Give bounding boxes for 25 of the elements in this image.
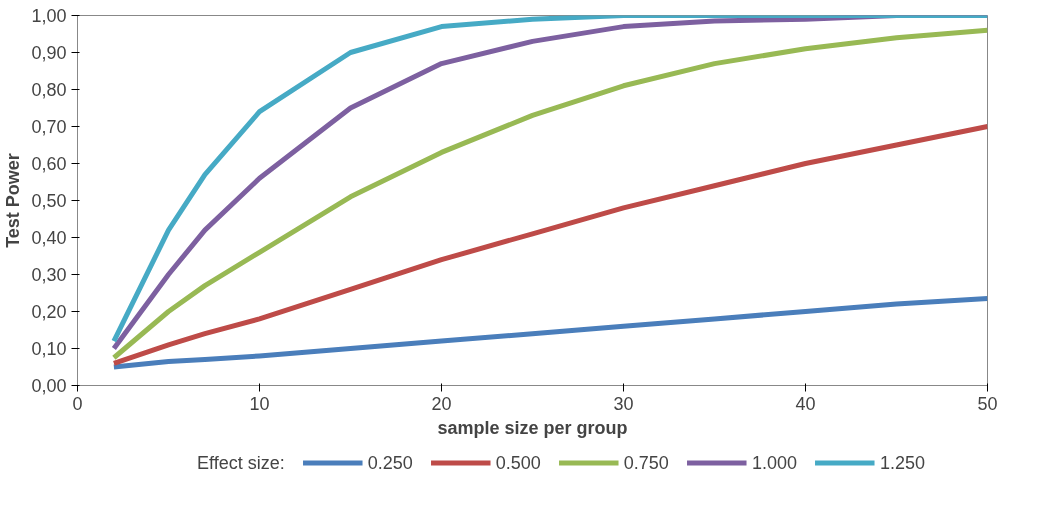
y-tick-label: 0,60 [31,154,67,174]
y-tick-label: 0,90 [31,43,67,63]
legend-label: 0.750 [623,452,669,473]
x-tick-label: 30 [613,393,634,414]
y-tick-label: 0,00 [31,376,67,396]
legend-label: 1.250 [879,452,925,473]
y-tick-label: 1,00 [31,6,67,26]
legend-label: 0.500 [495,452,541,473]
x-axis-title: sample size per group [437,417,628,438]
y-tick-label: 0,40 [31,228,67,248]
legend-label: 0.250 [367,452,413,473]
y-tick-label: 0,10 [31,339,67,359]
x-tick-label: 10 [249,393,270,414]
y-tick-label: 0,20 [31,302,67,322]
y-axis-title: Test Power [3,153,24,248]
x-tick-label: 50 [977,393,998,414]
x-tick-label: 20 [431,393,452,414]
legend-title: Effect size: [197,452,285,473]
x-tick-label: 40 [795,393,816,414]
y-tick-label: 0,30 [31,265,67,285]
y-tick-label: 0,50 [31,191,67,211]
legend-label: 1.000 [751,452,797,473]
x-tick-label: 0 [72,393,83,414]
y-tick-label: 0,70 [31,117,67,137]
y-tick-label: 0,80 [31,80,67,100]
